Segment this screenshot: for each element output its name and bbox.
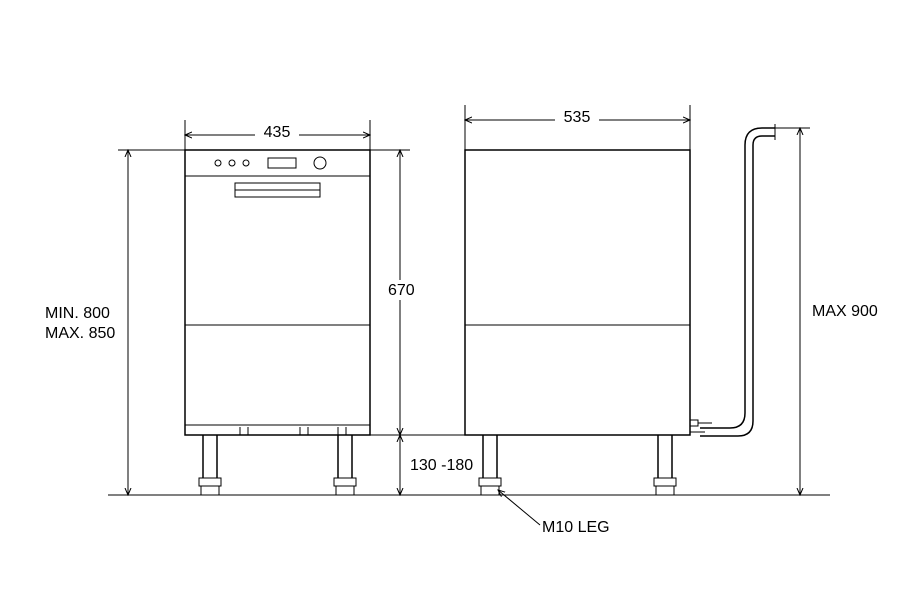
side-view: [465, 124, 775, 495]
control-knob: [314, 157, 326, 169]
technical-drawing: 435 535 MIN. 800 MAX. 850 670 130 -180 M…: [0, 0, 919, 612]
dim-height-body-label: 670: [388, 282, 415, 299]
callout-leg-label: M10 LEG: [542, 519, 610, 536]
dim-width-front-label: 435: [264, 124, 291, 141]
side-body: [465, 150, 690, 435]
dim-height-body: 670: [370, 150, 465, 435]
dim-hose-height: MAX 900: [775, 128, 878, 495]
dim-leg-height: 130 -180: [390, 435, 473, 495]
front-leg-left: [199, 435, 221, 495]
dim-height-max-label: MAX. 850: [45, 325, 115, 342]
callout-leg: M10 LEG: [498, 490, 610, 536]
dim-hose-label: MAX 900: [812, 303, 878, 320]
control-dot: [243, 160, 249, 166]
control-dot: [229, 160, 235, 166]
drain-hose: [700, 124, 775, 436]
dim-width-side-label: 535: [564, 109, 591, 126]
front-bottom-marks: [240, 427, 346, 435]
side-leg-left: [479, 435, 501, 495]
dim-leg-range-label: 130 -180: [410, 457, 473, 474]
front-leg-right: [334, 435, 356, 495]
control-display: [268, 158, 296, 168]
side-connectors: [690, 420, 712, 432]
control-dot: [215, 160, 221, 166]
dim-height-min-label: MIN. 800: [45, 305, 110, 322]
dim-width-front: 435: [185, 120, 370, 150]
dim-width-side: 535: [465, 105, 690, 150]
front-body: [185, 150, 370, 435]
front-view: [185, 150, 370, 495]
side-leg-right: [654, 435, 676, 495]
dim-height-overall: MIN. 800 MAX. 850: [45, 150, 185, 495]
